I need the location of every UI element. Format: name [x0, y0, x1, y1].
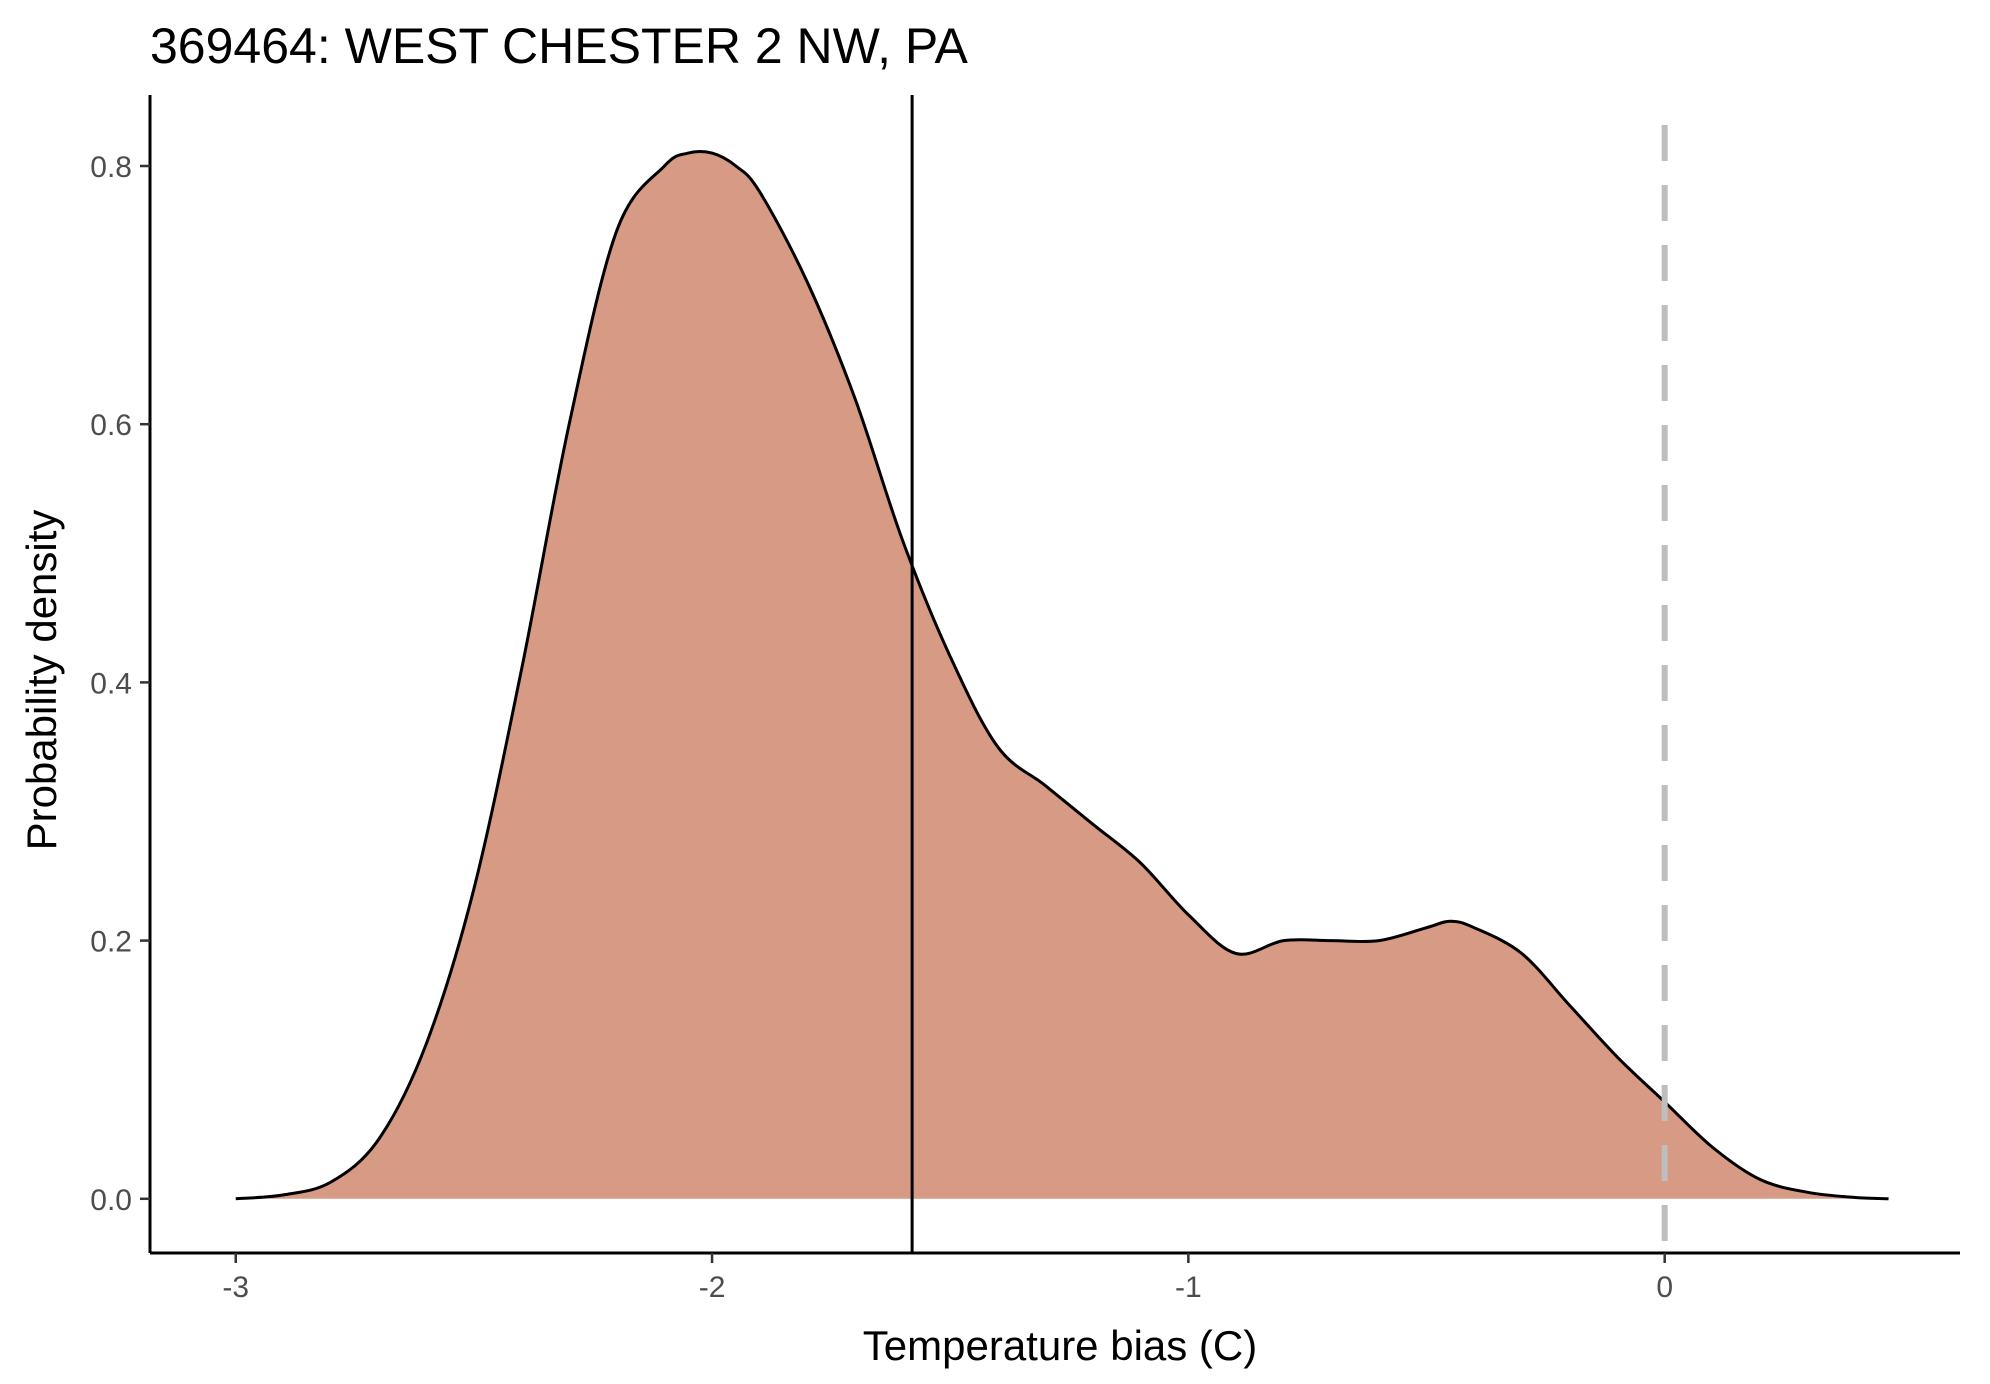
- y-tick-label: 0.2: [90, 926, 132, 959]
- x-tick-label: -1: [1175, 1271, 1202, 1304]
- axes: -3 -2 -1 0 0.0 0.2 0.4 0.6 0.8: [90, 95, 1960, 1304]
- chart-title: 369464: WEST CHESTER 2 NW, PA: [150, 18, 969, 74]
- y-tick-label: 0.4: [90, 667, 132, 700]
- x-axis-title: Temperature bias (C): [863, 1322, 1257, 1369]
- y-axis-title: Probability density: [18, 510, 65, 851]
- y-tick-label: 0.6: [90, 409, 132, 442]
- x-tick-label: 0: [1656, 1271, 1673, 1304]
- y-tick-label: 0.0: [90, 1184, 132, 1217]
- density-curve-line: [235, 149, 1889, 1201]
- plot-area: [235, 95, 1889, 1253]
- y-tick-label: 0.8: [90, 151, 132, 184]
- x-tick-label: -3: [222, 1271, 249, 1304]
- density-area-fill: [235, 151, 1889, 1199]
- x-tick-label: -2: [699, 1271, 726, 1304]
